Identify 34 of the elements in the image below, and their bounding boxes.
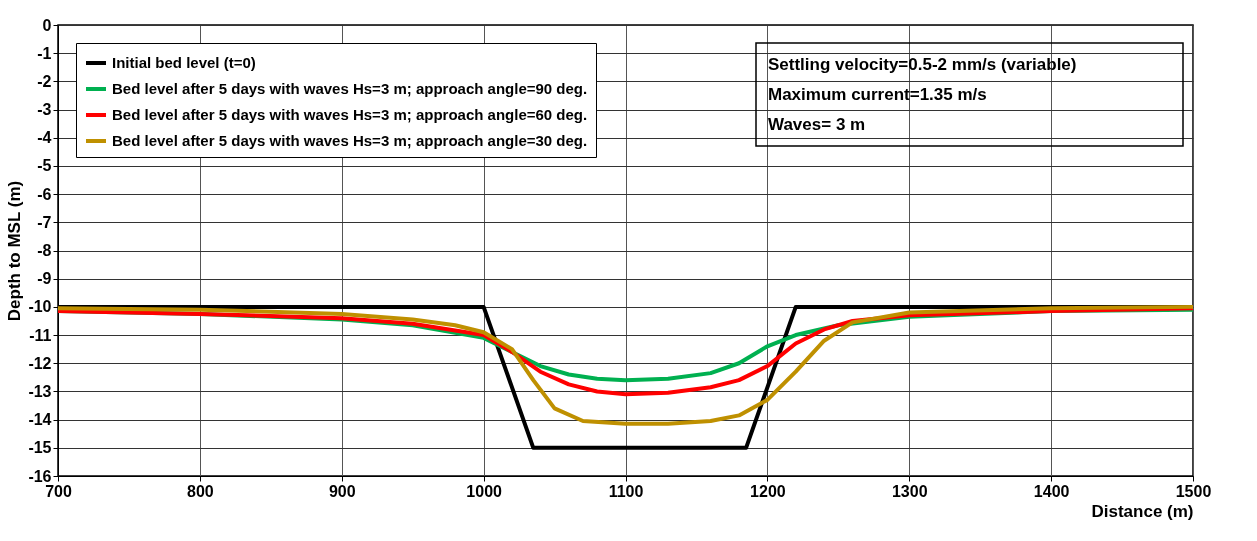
- x-tick-label: 1000: [466, 482, 503, 500]
- legend-label: Initial bed level (t=0): [112, 54, 256, 71]
- y-tick-label: -12: [28, 354, 52, 372]
- y-tick-label: -10: [28, 298, 52, 316]
- legend-label: Bed level after 5 days with waves Hs=3 m; approach angle=60 deg.: [112, 106, 588, 123]
- y-tick-label: -16: [28, 467, 52, 485]
- x-tick-label: 1300: [891, 482, 928, 500]
- x-tick-label: 1500: [1175, 482, 1212, 500]
- x-tick-label: 1100: [608, 482, 644, 500]
- legend-label: Bed level after 5 days with waves Hs=3 m; approach angle=30 deg.: [112, 132, 588, 149]
- x-tick-label: 1200: [750, 482, 786, 500]
- y-axis-title: Depth to MSL (m): [5, 180, 25, 322]
- x-tick-label: 800: [187, 482, 214, 500]
- y-tick-label: -2: [37, 72, 52, 90]
- y-tick-label: -7: [37, 213, 52, 231]
- y-tick-label: -4: [37, 129, 52, 147]
- y-tick-label: -14: [28, 411, 52, 429]
- y-tick-label: 0: [42, 16, 52, 34]
- x-axis-title: Distance (m): [1091, 501, 1194, 521]
- y-tick-label: -3: [37, 101, 52, 119]
- y-tick-label: -9: [37, 270, 52, 288]
- y-tick-label: -11: [29, 326, 52, 344]
- x-tick-label: 700: [45, 482, 72, 500]
- y-tick-label: -5: [37, 157, 52, 175]
- y-tick-label: -8: [37, 242, 52, 259]
- y-tick-label: -13: [28, 382, 52, 400]
- y-tick-label: -15: [28, 439, 52, 457]
- line-series: [56, 304, 1195, 426]
- x-tick-label: 1400: [1033, 482, 1070, 500]
- x-tick-label: 900: [328, 482, 356, 500]
- legend-label: Bed level after 5 days with waves Hs=3 m; approach angle=90 deg.: [112, 80, 588, 97]
- annotation: Waves= 3 m: [768, 115, 866, 134]
- y-tick-label: -6: [37, 185, 52, 203]
- y-tick-label: -1: [37, 44, 52, 62]
